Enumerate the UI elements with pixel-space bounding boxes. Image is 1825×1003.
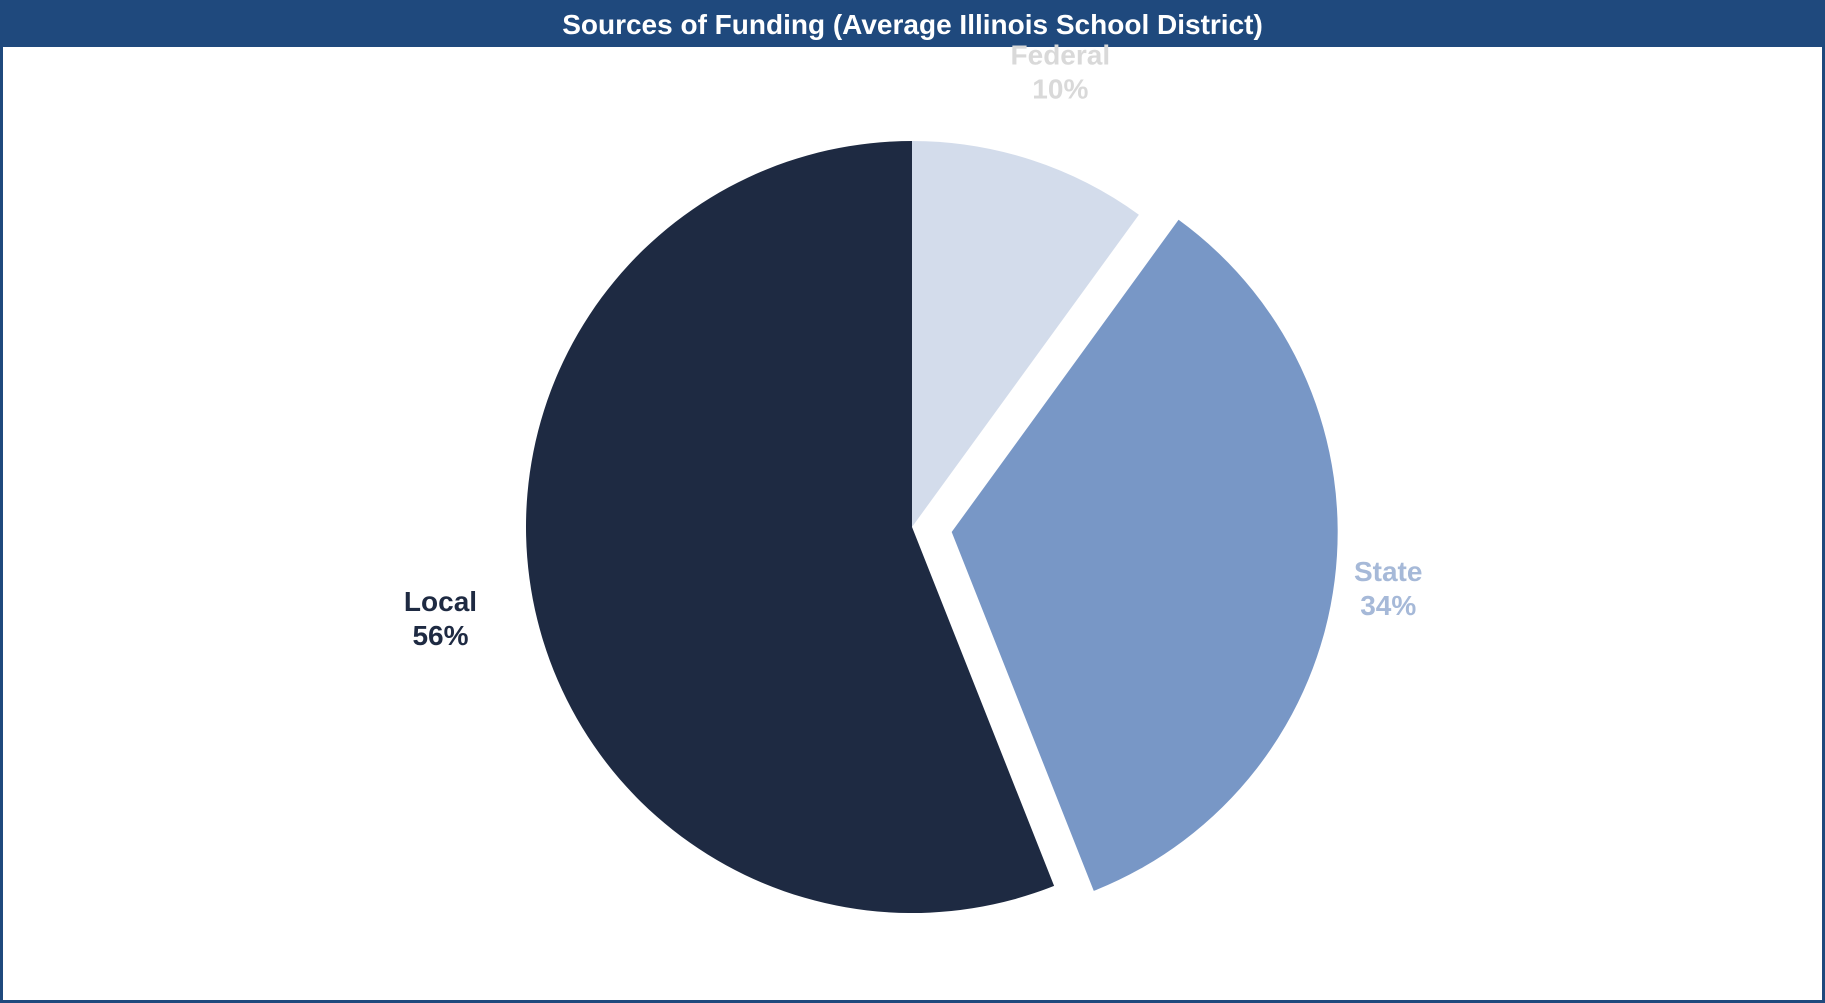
slice-value-label: 34% (1360, 590, 1416, 621)
pie-slices (526, 141, 1338, 914)
pie-labels: Federal 10% State 34% Local 56% (404, 39, 1423, 650)
slice-label-local: Local 56% (404, 586, 477, 651)
slice-label-state: State 34% (1354, 556, 1422, 621)
slice-category-label: Local (404, 586, 477, 617)
pie-slice-local (526, 141, 1055, 914)
pie-chart: Federal 10% State 34% Local 56% (404, 39, 1423, 914)
pie-slice-state (951, 219, 1338, 891)
slice-category-label: Federal (1011, 39, 1111, 70)
slice-value-label: 56% (412, 620, 468, 651)
chart-title: Sources of Funding (Average Illinois Sch… (3, 3, 1822, 47)
slice-value-label: 10% (1032, 73, 1088, 104)
slice-label-federal: Federal 10% (1011, 39, 1111, 104)
pie-slice-federal (912, 141, 1139, 527)
slice-category-label: State (1354, 556, 1422, 587)
